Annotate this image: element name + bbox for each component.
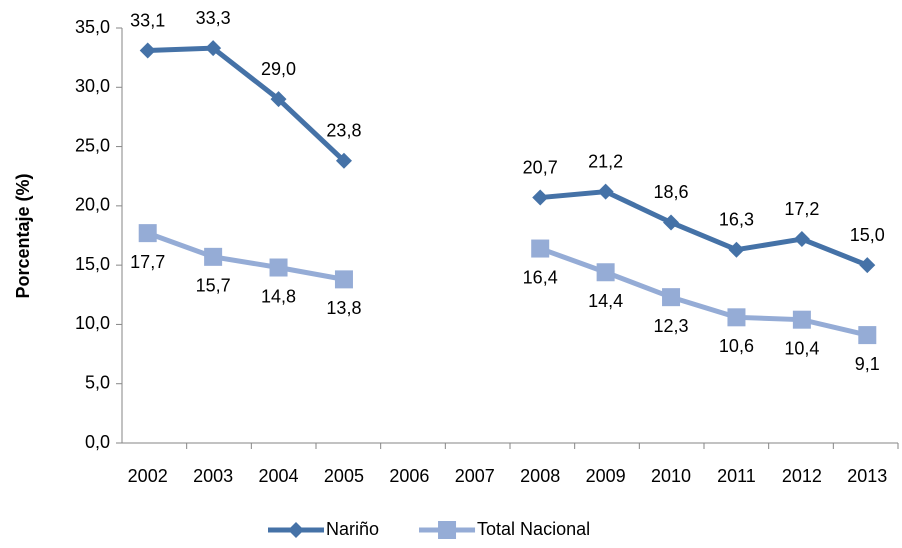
x-tick-label: 2011 [717,466,756,486]
marker [335,152,352,169]
y-tick-label: 20,0 [75,195,110,215]
data-label: 14,4 [588,291,623,311]
data-label: 9,1 [855,354,880,374]
marker [596,263,615,282]
data-label: 13,8 [326,298,361,318]
data-label: 12,3 [654,316,689,336]
x-tick-label: 2007 [455,466,495,486]
data-label: 18,6 [654,182,689,202]
data-label: 21,2 [588,151,623,171]
marker [597,183,614,200]
x-tick-label: 2010 [651,466,691,486]
series-line [147,45,346,163]
legend-marker [288,522,304,538]
x-tick-label: 2012 [782,466,822,486]
marker [663,214,680,231]
data-label: 33,3 [196,8,231,28]
data-label: 15,7 [196,276,231,296]
y-tick-label: 10,0 [75,313,110,333]
x-tick-label: 2005 [324,466,364,486]
marker [662,288,681,307]
y-tick-label: 5,0 [85,372,110,392]
marker [793,231,810,248]
marker [205,40,222,57]
data-label: 10,4 [784,338,819,358]
x-tick-label: 2008 [520,466,560,486]
x-tick-label: 2013 [847,466,887,486]
y-axis-label: Porcentaje (%) [13,173,33,298]
legend-label: Total Nacional [477,519,590,539]
series-line [539,189,869,268]
marker [204,247,223,266]
data-label: 17,7 [130,252,165,272]
data-label: 14,8 [261,286,296,306]
data-label: 33,1 [130,10,165,30]
data-label: 23,8 [326,121,361,141]
marker [728,241,745,258]
legend-label: Nariño [326,519,379,539]
data-label: 17,2 [784,199,819,219]
marker [269,258,288,277]
marker [138,224,157,243]
data-label: 10,6 [719,336,754,356]
data-label: 15,0 [850,225,885,245]
x-tick-label: 2009 [586,466,626,486]
y-tick-label: 15,0 [75,254,110,274]
marker [531,239,550,258]
data-label: 29,0 [261,59,296,79]
y-tick-label: 25,0 [75,135,110,155]
data-label: 20,7 [523,157,558,177]
y-tick-label: 0,0 [85,432,110,452]
marker [139,42,156,59]
series-line [146,230,345,282]
data-label: 16,4 [523,267,558,287]
legend-marker [438,521,457,539]
x-tick-label: 2002 [128,466,168,486]
series-line [539,246,868,338]
x-tick-label: 2006 [389,466,429,486]
y-tick-label: 35,0 [75,17,110,37]
marker [270,91,287,108]
marker [792,310,811,329]
y-tick-label: 30,0 [75,76,110,96]
x-tick-label: 2003 [193,466,233,486]
marker [532,189,549,206]
x-tick-label: 2004 [259,466,299,486]
data-label: 16,3 [719,209,754,229]
marker [859,257,876,274]
marker [334,270,353,289]
marker [858,326,877,345]
marker [727,308,746,327]
